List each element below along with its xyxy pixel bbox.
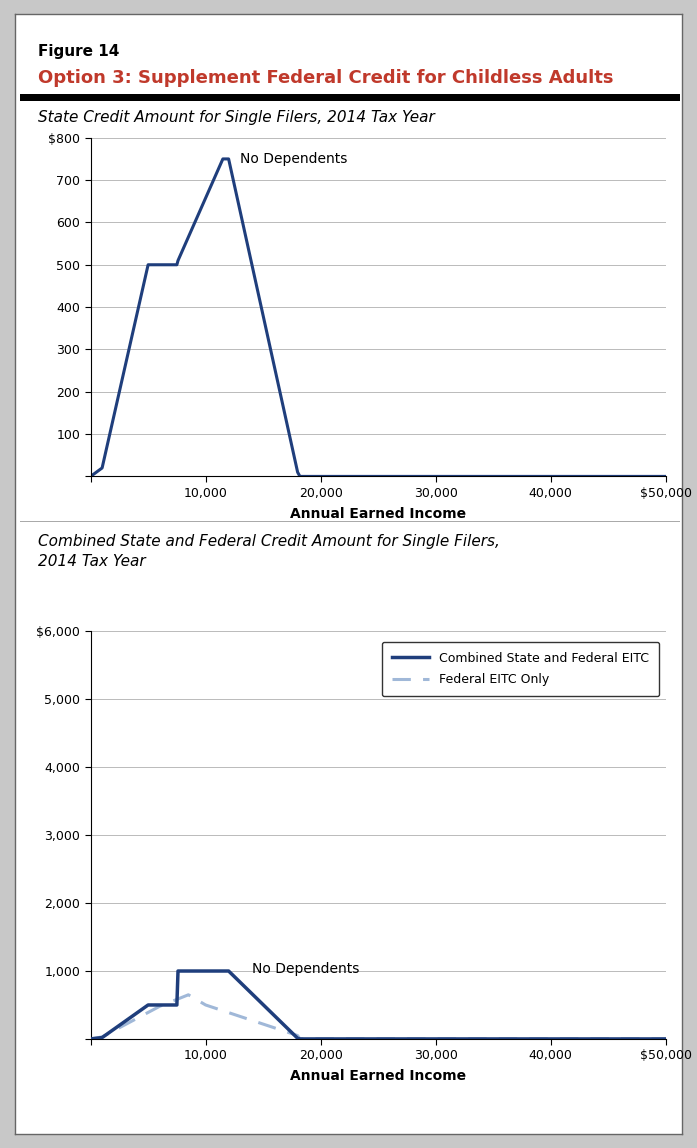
Text: No Dependents: No Dependents (252, 962, 359, 976)
X-axis label: Annual Earned Income: Annual Earned Income (290, 1069, 466, 1084)
Text: No Dependents: No Dependents (240, 153, 348, 166)
X-axis label: Annual Earned Income: Annual Earned Income (290, 506, 466, 521)
Legend: Combined State and Federal EITC, Federal EITC Only: Combined State and Federal EITC, Federal… (382, 642, 659, 697)
Text: Combined State and Federal Credit Amount for Single Filers,
2014 Tax Year: Combined State and Federal Credit Amount… (38, 534, 500, 568)
Text: State Credit Amount for Single Filers, 2014 Tax Year: State Credit Amount for Single Filers, 2… (38, 110, 435, 125)
Text: Figure 14: Figure 14 (38, 44, 120, 59)
Text: Option 3: Supplement Federal Credit for Childless Adults: Option 3: Supplement Federal Credit for … (38, 69, 614, 87)
